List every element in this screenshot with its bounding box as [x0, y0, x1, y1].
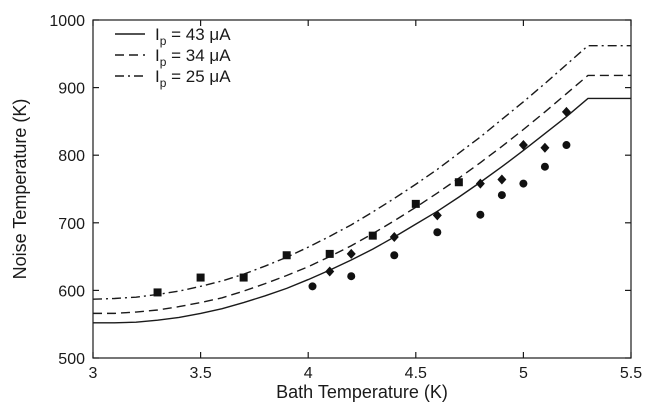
- y-tick-label: 800: [58, 148, 85, 165]
- legend-label-subscript: p: [160, 55, 167, 69]
- legend-label-1: Ip = 43 μA: [155, 25, 231, 48]
- legend-label-3: Ip = 25 μA: [155, 67, 231, 90]
- legend-label-main: I: [155, 67, 160, 86]
- data-point-square: [153, 288, 162, 297]
- data-point-circle: [519, 179, 528, 188]
- data-point-diamond: [475, 178, 485, 189]
- plot-frame: [92, 19, 632, 359]
- legend-label-main: I: [155, 25, 160, 44]
- ticks-group: [92, 19, 632, 359]
- data-point-circle: [497, 191, 506, 200]
- legend-label-subscript: p: [160, 34, 167, 48]
- data-point-square: [368, 231, 377, 240]
- series-line-1: [93, 97, 631, 324]
- y-tick-label: 600: [58, 283, 85, 300]
- data-point-diamond: [389, 231, 399, 242]
- data-point-diamond: [540, 142, 550, 153]
- data-point-diamond: [346, 248, 356, 259]
- data-point-circle: [390, 251, 399, 260]
- x-tick-label: 5: [519, 365, 528, 382]
- data-point-square: [282, 251, 291, 260]
- y-tick-label: 900: [58, 81, 85, 98]
- legend-label-main: I: [155, 46, 160, 65]
- data-point-diamond: [432, 210, 442, 221]
- x-tick-label: 3: [89, 365, 98, 382]
- data-point-diamond: [497, 174, 507, 185]
- y-axis-title: Noise Temperature (K): [10, 99, 30, 280]
- legend-label-rest: = 25 μA: [166, 67, 231, 86]
- y-tick-label: 1000: [49, 13, 85, 30]
- y-tick-label: 500: [58, 351, 85, 368]
- data-point-diamond: [518, 140, 528, 151]
- x-tick-label: 5.5: [620, 365, 642, 382]
- data-point-circle: [347, 272, 356, 281]
- legend-label-rest: = 34 μA: [166, 46, 231, 65]
- data-point-circle: [308, 282, 317, 291]
- y-tick-label: 700: [58, 216, 85, 233]
- curves-group: [93, 44, 631, 324]
- markers-group: [153, 106, 571, 297]
- data-point-circle: [540, 162, 549, 171]
- legend-label-rest: = 43 μA: [166, 25, 231, 44]
- tick-labels-group: 3 3.5 4 4.5 5 5.5 500 600 700 800 900 1000: [49, 13, 642, 382]
- data-point-circle: [562, 141, 571, 150]
- series-line-2: [93, 74, 631, 315]
- data-point-square: [411, 199, 420, 208]
- data-point-diamond: [561, 106, 571, 117]
- data-point-circle: [476, 210, 485, 219]
- data-point-diamond: [325, 266, 335, 277]
- x-tick-label: 3.5: [189, 365, 211, 382]
- x-tick-label: 4: [304, 365, 313, 382]
- data-point-circle: [433, 228, 442, 237]
- series-line-3: [93, 44, 631, 300]
- data-point-square: [325, 249, 334, 258]
- x-tick-label: 4.5: [405, 365, 427, 382]
- data-point-square: [196, 273, 205, 282]
- data-point-square: [454, 178, 463, 187]
- legend-label-subscript: p: [160, 76, 167, 90]
- x-axis-title: Bath Temperature (K): [276, 382, 448, 402]
- data-point-square: [239, 273, 248, 282]
- legend-label-2: Ip = 34 μA: [155, 46, 231, 69]
